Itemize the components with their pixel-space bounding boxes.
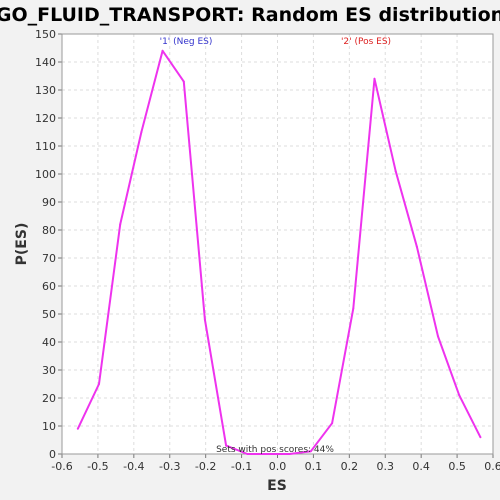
y-tick-label: 100 <box>35 168 56 181</box>
y-tick-label: 150 <box>35 28 56 41</box>
data-point <box>479 436 481 438</box>
x-tick-label: -0.1 <box>231 460 252 473</box>
y-tick-label: 10 <box>42 420 56 433</box>
y-tick-label: 50 <box>42 308 56 321</box>
y-tick-label: 120 <box>35 112 56 125</box>
x-tick-label: 0.3 <box>377 460 395 473</box>
y-tick-label: 30 <box>42 364 56 377</box>
x-tick-label: 0.0 <box>269 460 287 473</box>
data-point <box>119 223 121 225</box>
x-tick-label: 0.2 <box>341 460 359 473</box>
x-tick-label: -0.4 <box>123 460 144 473</box>
y-tick-label: 130 <box>35 84 56 97</box>
y-tick-label: 90 <box>42 196 56 209</box>
y-tick-label: 20 <box>42 392 56 405</box>
y-tick-label: 110 <box>35 140 56 153</box>
y-tick-label: 70 <box>42 252 56 265</box>
chart-title: GO_FLUID_TRANSPORT: Random ES distributi… <box>0 4 500 26</box>
data-point <box>416 246 418 248</box>
data-point <box>98 383 100 385</box>
x-tick-label: 0.6 <box>484 460 500 473</box>
x-tick-label: -0.2 <box>195 460 216 473</box>
data-point <box>395 170 397 172</box>
y-tick-label: 80 <box>42 224 56 237</box>
x-tick-label: 0.1 <box>305 460 323 473</box>
y-tick-label: 0 <box>49 448 56 461</box>
y-tick-label: 140 <box>35 56 56 69</box>
x-tick-label: -0.3 <box>159 460 180 473</box>
data-point <box>458 394 460 396</box>
data-point <box>352 307 354 309</box>
x-tick-label: 0.4 <box>412 460 430 473</box>
x-axis-label: ES <box>267 478 287 494</box>
data-point <box>183 81 185 83</box>
y-tick-label: 40 <box>42 336 56 349</box>
neg-es-label: '1' (Neg ES) <box>160 37 213 47</box>
x-tick-label: -0.5 <box>87 460 108 473</box>
data-point <box>437 335 439 337</box>
data-point <box>162 50 164 52</box>
data-point <box>331 422 333 424</box>
y-axis-label: P(ES) <box>14 223 30 266</box>
pos-scores-footer: Sets with pos scores: 44% <box>216 445 334 455</box>
data-point <box>204 319 206 321</box>
y-tick-label: 60 <box>42 280 56 293</box>
data-point <box>77 428 79 430</box>
x-tick-label: 0.5 <box>448 460 466 473</box>
data-point <box>373 78 375 80</box>
pos-es-label: '2' (Pos ES) <box>341 37 391 47</box>
x-tick-label: -0.6 <box>51 460 72 473</box>
data-point <box>140 131 142 133</box>
